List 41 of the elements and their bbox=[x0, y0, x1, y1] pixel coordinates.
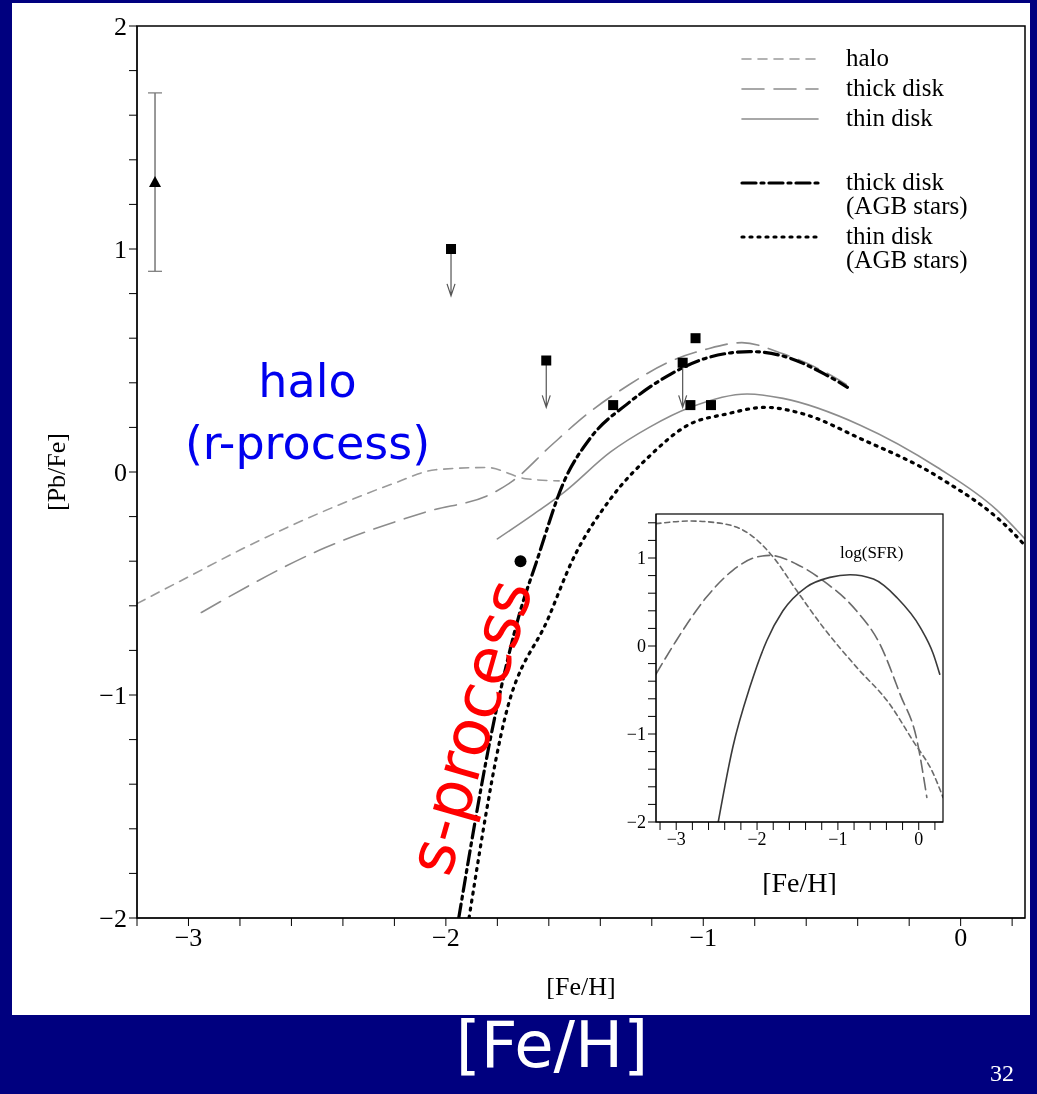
point bbox=[690, 333, 701, 344]
point bbox=[446, 244, 457, 254]
x-axis-title: [Fe/H] bbox=[762, 867, 837, 898]
y-tick-label: −2 bbox=[626, 812, 646, 833]
legend-label: thin disk (AGB stars) bbox=[846, 222, 968, 273]
line-series bbox=[656, 520, 943, 799]
y-tick-label: 0 bbox=[114, 458, 127, 488]
y-tick-label: 1 bbox=[637, 548, 646, 569]
y-tick-label: −1 bbox=[626, 724, 646, 745]
y-tick-label: −1 bbox=[99, 681, 127, 711]
legend-label: thick disk bbox=[846, 74, 944, 101]
point bbox=[677, 357, 688, 368]
text: [Fe/H] bbox=[454, 1008, 650, 1082]
y-tick-label: 0 bbox=[637, 636, 646, 657]
x-tick-label: −3 bbox=[174, 923, 203, 953]
point bbox=[705, 400, 716, 411]
x-tick-label: 0 bbox=[954, 923, 968, 953]
text: 32 bbox=[990, 1060, 1015, 1087]
point bbox=[685, 400, 696, 411]
x-tick-label: −1 bbox=[828, 828, 848, 849]
x-tick-label: −3 bbox=[666, 828, 686, 849]
legend-label: thick disk (AGB stars) bbox=[846, 168, 968, 219]
legend-label: halo bbox=[846, 44, 890, 71]
y-tick-label: 1 bbox=[114, 235, 127, 265]
y-tick-label: −2 bbox=[99, 904, 127, 934]
x-tick-label: −1 bbox=[689, 923, 718, 953]
x-tick-label: −2 bbox=[747, 828, 767, 849]
x-tick-label: 0 bbox=[914, 828, 924, 849]
legend-label: thin disk bbox=[846, 104, 933, 131]
point bbox=[541, 355, 552, 366]
y-tick-label: 2 bbox=[114, 12, 127, 42]
line-series bbox=[717, 573, 941, 822]
x-tick-label: −2 bbox=[432, 923, 460, 953]
point bbox=[149, 176, 162, 188]
line-series bbox=[496, 393, 1025, 540]
point bbox=[514, 555, 527, 568]
annotation: log(SFR) bbox=[840, 543, 904, 563]
point bbox=[608, 400, 619, 411]
y-axis-title: [Pb/Fe] bbox=[42, 433, 72, 511]
x-axis-title: [Fe/H] bbox=[546, 972, 616, 1001]
annotation: halo (r-process) bbox=[183, 353, 432, 472]
